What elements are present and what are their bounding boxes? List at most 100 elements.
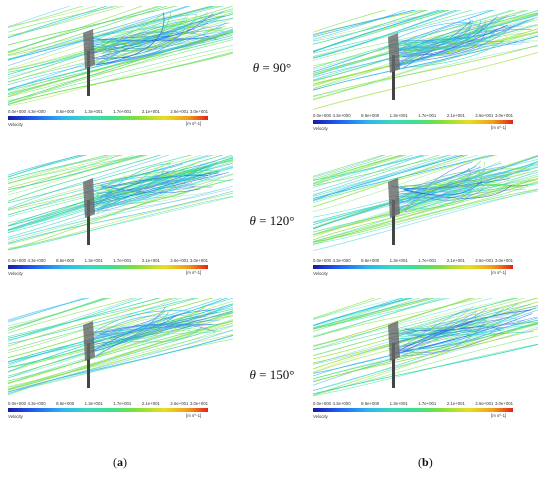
wake-streamline <box>96 161 174 215</box>
wake-streamline <box>389 28 499 48</box>
streamline <box>313 298 408 326</box>
wake-streamline <box>93 20 186 54</box>
streamline <box>313 298 402 320</box>
legend-unit: [m s^-1] <box>186 121 202 126</box>
wake-streamline <box>401 18 535 65</box>
streamline <box>313 343 538 397</box>
wake-streamline <box>390 307 477 344</box>
streamline <box>313 10 446 53</box>
streamline <box>313 298 451 330</box>
streamline <box>8 155 193 204</box>
wake-streamline <box>94 186 165 196</box>
streamline <box>8 18 233 94</box>
streamline <box>313 173 538 235</box>
legend-variable: Velocity <box>313 414 328 419</box>
wake-streamline <box>391 180 483 196</box>
velocity-legend: 0.0e+000 4.3e+000 8.6e+000 1.3e+001 1.7e+001… <box>8 109 233 141</box>
legend-variable: Velocity <box>8 122 23 127</box>
wake-streamline <box>92 323 203 339</box>
wake-streamline <box>397 324 502 352</box>
legend-tick-label: 2.1e+001 <box>446 258 465 263</box>
wake-streamline <box>389 313 533 355</box>
streamline <box>313 10 513 70</box>
wake-streamline <box>91 27 226 63</box>
streamline <box>313 155 488 212</box>
wake-streamline <box>395 165 481 212</box>
wake-streamline <box>85 316 176 339</box>
legend-color-bar <box>8 408 208 412</box>
wake-streamline <box>402 17 496 57</box>
wake-streamline <box>403 166 477 191</box>
wake-streamline <box>400 32 526 59</box>
legend-variable: Velocity <box>313 126 328 131</box>
wake-streamline <box>391 23 482 56</box>
wake-streamline <box>391 310 526 347</box>
wake-streamline <box>101 28 186 58</box>
wake-streamline <box>92 324 191 358</box>
wake-streamline <box>395 183 513 212</box>
streamline <box>8 298 179 338</box>
legend-tick-label: 0.0e+000 <box>8 401 27 406</box>
streamline <box>313 155 414 188</box>
streamline <box>313 155 467 195</box>
streamline <box>313 10 458 59</box>
legend-ticks: 0.0e+000 4.3e+000 8.6e+000 1.3e+001 1.7e+001… <box>313 113 513 120</box>
legend-tick-label: 0.0e+000 <box>313 258 332 263</box>
streamline-plot <box>313 10 538 110</box>
legend-tick-label: 0.0e+000 <box>313 113 332 118</box>
wake-streamline <box>83 176 186 207</box>
legend-ticks: 0.0e+000 4.3e+000 8.6e+000 1.3e+001 1.7e+001… <box>313 258 513 265</box>
streamline <box>313 298 494 347</box>
turbine-rotor <box>83 178 95 218</box>
legend-color-bar <box>313 408 513 412</box>
streamline <box>313 10 406 40</box>
wake-streamline <box>99 170 219 190</box>
legend-tick-label: 2.1e+001 <box>141 258 160 263</box>
wake-streamline <box>394 186 485 209</box>
wake-streamline <box>93 319 207 350</box>
wake-streamline <box>394 318 487 352</box>
streamline <box>313 298 375 319</box>
legend-variable: Velocity <box>313 271 328 276</box>
panel-a-90: 0.0e+000 4.3e+000 8.6e+000 1.3e+001 1.7e+001… <box>8 6 233 144</box>
streamline <box>8 155 135 196</box>
streamline <box>8 173 233 240</box>
wake-streamline <box>394 43 523 70</box>
legend-tick-label: 4.3e+000 <box>27 109 46 114</box>
streamline <box>8 6 189 61</box>
wake-streamline <box>99 310 166 336</box>
streamline <box>313 155 465 201</box>
wake-streamline <box>83 178 221 206</box>
wake-streamline <box>96 314 198 338</box>
wake-streamline <box>389 166 504 204</box>
wake-streamline <box>100 328 167 350</box>
streamline <box>8 298 105 331</box>
streamline <box>8 29 233 103</box>
wake-streamline <box>86 163 183 187</box>
legend-tick-label: 8.6e+000 <box>56 258 75 263</box>
legend-tick-label: 0.0e+000 <box>8 258 27 263</box>
streamline <box>313 155 451 197</box>
wake-streamline <box>389 179 531 213</box>
legend-tick-label: 3.0e+001 <box>494 401 513 406</box>
streamline <box>313 155 408 187</box>
turbine-tower <box>87 200 90 245</box>
streamline <box>313 328 538 383</box>
streamline-plot <box>313 155 538 251</box>
streamline <box>8 159 233 216</box>
wake-streamline <box>399 29 532 64</box>
streamline <box>8 6 192 67</box>
wake-streamline <box>97 160 201 186</box>
streamline <box>313 298 517 357</box>
streamline <box>8 298 160 339</box>
streamline <box>313 298 413 326</box>
streamline <box>313 176 538 245</box>
wake-streamline <box>397 170 537 212</box>
streamline <box>8 6 169 56</box>
wake-streamline <box>401 171 490 193</box>
streamline-plot <box>313 298 538 397</box>
velocity-legend: 0.0e+000 4.3e+000 8.6e+000 1.3e+001 1.7e+001… <box>313 258 538 290</box>
streamline <box>8 6 222 57</box>
streamline <box>8 300 233 373</box>
legend-tick-label: 1.7e+001 <box>113 258 132 263</box>
